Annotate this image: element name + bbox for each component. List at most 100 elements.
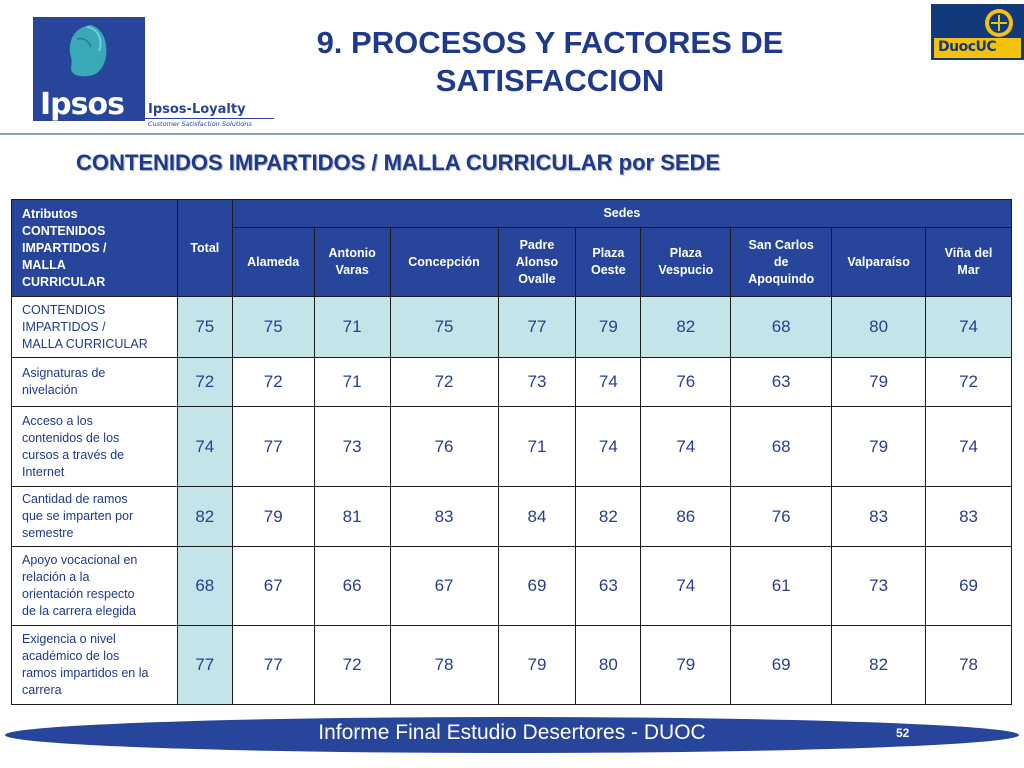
cell-line: MALLA — [22, 257, 66, 272]
page-title: 9. PROCESOS Y FACTORES DE SATISFACCION — [240, 24, 860, 100]
value-cell: 77 — [231, 625, 315, 705]
row-label: Asignaturas de nivelación — [11, 357, 178, 407]
column-header: Padre Alonso Ovalle — [497, 227, 577, 297]
cell-line: Cantidad de ramos — [22, 492, 128, 506]
value-cell: 71 — [497, 406, 577, 487]
value-cell: 82 — [575, 486, 642, 547]
cell-line: IMPARTIDOS / — [22, 240, 107, 255]
value-cell: 68 — [730, 406, 833, 487]
column-header: Plaza Vespucio — [640, 227, 732, 297]
value-cell: 74 — [575, 406, 642, 487]
value-cell: 61 — [730, 546, 833, 626]
value-cell: 79 — [640, 625, 732, 705]
value-cell: 76 — [640, 357, 732, 407]
cell-line: de la carrera elegida — [22, 604, 136, 618]
value-cell: 82 — [640, 296, 732, 358]
value-cell: 76 — [730, 486, 833, 547]
column-header: Viña del Mar — [925, 227, 1012, 297]
section-subtitle: CONTENIDOS IMPARTIDOS / MALLA CURRICULAR… — [76, 150, 721, 175]
loyalty-tagline: Customer Satisfaction Solutions — [148, 120, 252, 128]
cell-line: Internet — [22, 464, 65, 479]
value-cell: 78 — [389, 625, 499, 705]
value-cell: 79 — [497, 625, 577, 705]
row-label: Exigencia o nivel académico de los ramos i… — [11, 625, 178, 705]
value-cell: 74 — [925, 406, 1012, 487]
cell-line: Concepción — [408, 254, 480, 269]
cell-line: Mar — [957, 263, 980, 277]
cell-line: Apoquindo — [748, 271, 815, 286]
value-cell: 67 — [389, 546, 499, 626]
cell-line: Acceso a los — [22, 413, 93, 428]
total-cell: 68 — [176, 546, 233, 626]
value-cell: 79 — [831, 406, 927, 487]
cell-line: Oeste — [590, 263, 626, 277]
sedes-header: Sedes — [231, 199, 1013, 228]
total-cell: 72 — [176, 357, 233, 407]
cell-line: Plaza — [669, 246, 702, 260]
page-number: 52 — [896, 726, 910, 740]
ipsos-logo: Ipsos — [33, 17, 145, 121]
attributes-header: Atributos CONTENIDOS IMPARTIDOS / MALLA CURR… — [11, 199, 178, 297]
cell-line: Valparaíso — [847, 254, 910, 269]
total-cell: 74 — [176, 406, 233, 487]
cell-line: Antonio — [328, 246, 376, 260]
table-row: Acceso a los contenidos de los cursos a tr… — [11, 406, 1012, 487]
cell-line: CONTENDIOS — [22, 302, 106, 317]
cell-line: San Carlos — [748, 237, 814, 252]
cell-line: CONTENIDOS — [22, 223, 106, 238]
cell-line: cursos a través de — [22, 447, 125, 462]
total-cell: 77 — [176, 625, 233, 705]
row-label: Acceso a los contenidos de los cursos a tr… — [11, 406, 178, 487]
column-header: Valparaíso — [831, 227, 927, 297]
ipsos-wordmark: Ipsos — [40, 87, 125, 121]
duoc-wordmark: DuocUC — [938, 39, 997, 55]
value-cell: 84 — [497, 486, 577, 547]
cell-line: Viña del — [944, 246, 993, 260]
row-label: CONTENDIOS IMPARTIDOS / MALLA CURRICULAR — [11, 296, 178, 358]
duoc-logo: DuocUC — [931, 4, 1024, 60]
table-row: CONTENDIOS IMPARTIDOS / MALLA CURRICULAR 75… — [11, 296, 1012, 358]
cell-line: que se imparten por — [22, 509, 134, 523]
column-header: Antonio Varas — [313, 227, 391, 297]
cell-line: MALLA CURRICULAR — [22, 336, 148, 351]
row-label: Apoyo vocacional en relación a la orientac… — [11, 546, 178, 626]
cell-line: Padre — [519, 237, 555, 252]
table-row: Apoyo vocacional en relación a la orientac… — [11, 546, 1012, 626]
value-cell: 79 — [231, 486, 315, 547]
value-cell: 63 — [730, 357, 833, 407]
value-cell: 86 — [640, 486, 732, 547]
value-cell: 69 — [497, 546, 577, 626]
column-header: Alameda — [231, 227, 315, 297]
cell-line: Alameda — [247, 254, 300, 269]
value-cell: 73 — [313, 406, 391, 487]
value-cell: 79 — [831, 357, 927, 407]
value-cell: 79 — [575, 296, 642, 358]
value-cell: 83 — [831, 486, 927, 547]
value-cell: 68 — [730, 296, 833, 358]
value-cell: 72 — [389, 357, 499, 407]
footer-band — [5, 717, 1019, 753]
value-cell: 76 — [389, 406, 499, 487]
column-header: Plaza Oeste — [575, 227, 642, 297]
value-cell: 72 — [231, 357, 315, 407]
cell-line: contenidos de los — [22, 430, 120, 445]
value-cell: 77 — [231, 406, 315, 487]
total-cell: 82 — [176, 486, 233, 547]
cell-line: ramos impartidos en la — [22, 666, 149, 680]
column-header: Concepción — [389, 227, 499, 297]
table-row: Asignaturas de nivelación 72 72 71 72 73 74 76 63… — [11, 357, 1012, 407]
page-title-line-2: SATISFACCION — [435, 63, 665, 98]
value-cell: 77 — [497, 296, 577, 358]
value-cell: 80 — [575, 625, 642, 705]
table-row: Cantidad de ramos que se imparten por seme… — [11, 486, 1012, 547]
cell-line: Asignaturas de — [22, 366, 106, 380]
footer-title: Informe Final Estudio Desertores - DUOC — [318, 721, 706, 744]
value-cell: 78 — [925, 625, 1012, 705]
total-cell: 75 — [176, 296, 233, 358]
value-cell: 74 — [925, 296, 1012, 358]
cell-line: Varas — [335, 263, 369, 277]
value-cell: 82 — [831, 625, 927, 705]
cell-line: CURRICULAR — [22, 274, 106, 289]
value-cell: 71 — [313, 357, 391, 407]
cell-line: de — [773, 254, 789, 269]
